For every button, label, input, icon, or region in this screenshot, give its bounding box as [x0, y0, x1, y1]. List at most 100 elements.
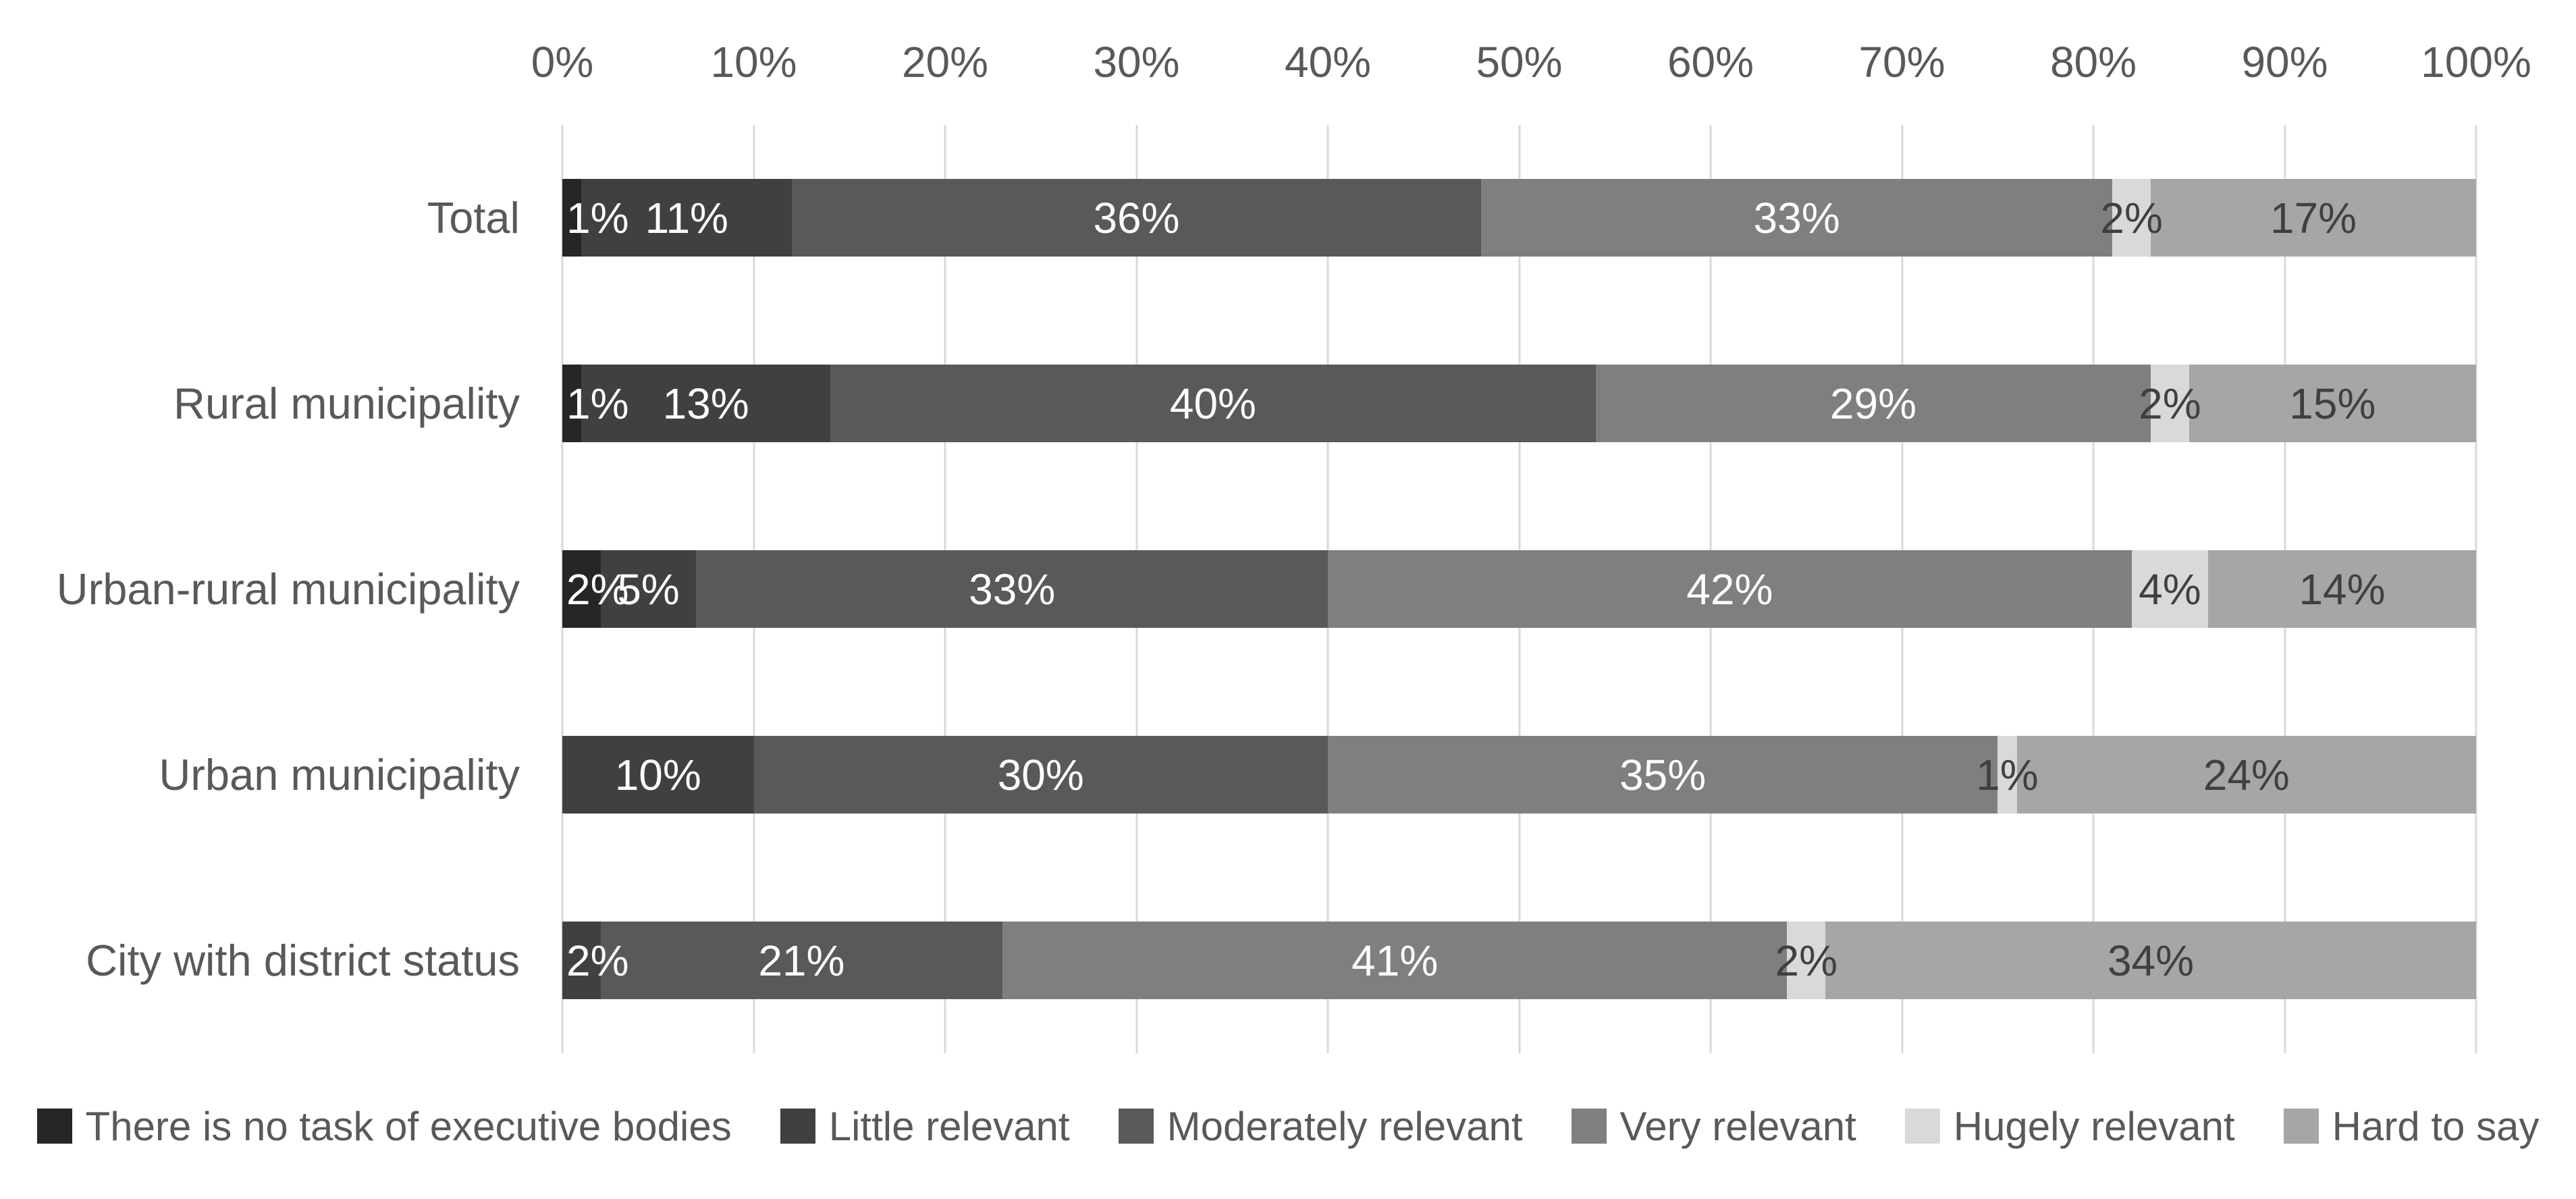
data-label: 2%: [2139, 379, 2201, 428]
x-axis-tick-label: 10%: [710, 38, 797, 86]
category-axis-labels: Total Rural municipality Urban-rural munic…: [0, 125, 520, 1053]
data-label: 15%: [2289, 379, 2376, 428]
bar-segment: 13%: [581, 365, 830, 442]
bar-segment: 2%: [2100, 179, 2163, 257]
legend: There is no task of executive bodies Litt…: [0, 1086, 2576, 1167]
legend-label: There is no task of executive bodies: [85, 1103, 732, 1149]
bar-segment: 21%: [600, 922, 1003, 999]
data-label: 2%: [566, 564, 629, 614]
legend-swatch: [2283, 1109, 2319, 1144]
plot-area: 1% 11% 36% 33% 2% 17% 1% 13% 40% 29% 2% 15% 2% 5% 33% 4…: [561, 125, 2477, 1053]
bar-segment: 30%: [753, 736, 1328, 814]
data-label: 29%: [1829, 379, 1916, 428]
data-label: 2%: [566, 936, 629, 985]
data-label: 17%: [2270, 193, 2357, 242]
bar-segment: 2%: [1775, 922, 1837, 999]
data-label: 36%: [1093, 193, 1180, 242]
data-label: 33%: [969, 564, 1056, 614]
data-label: 21%: [758, 936, 845, 985]
legend-swatch: [36, 1109, 72, 1144]
bar-segment: 41%: [1002, 922, 1788, 999]
category-label: Rural municipality: [173, 379, 520, 428]
bar-segment: 40%: [830, 365, 1596, 442]
bar-segment: 24%: [2016, 736, 2476, 814]
x-axis-tick-label: 60%: [1667, 38, 1754, 86]
legend-swatch: [780, 1109, 815, 1144]
x-axis-tick-label: 100%: [2421, 38, 2531, 86]
legend-item: Hard to say: [2283, 1103, 2540, 1150]
legend-item: Very relevant: [1571, 1103, 1856, 1150]
data-label: 35%: [1619, 750, 1707, 799]
data-label: 1%: [566, 193, 629, 242]
legend-swatch: [1904, 1109, 1940, 1144]
bar-segment: 2%: [2139, 365, 2201, 442]
category-label: Urban municipality: [159, 750, 520, 799]
bar-segment: 15%: [2189, 365, 2476, 442]
bar-segment: 35%: [1328, 736, 1998, 814]
data-label: 10%: [614, 750, 701, 799]
data-label: 11%: [645, 193, 728, 242]
data-label: 33%: [1753, 193, 1840, 242]
x-axis-tick-label: 0%: [531, 38, 594, 86]
x-axis-tick-labels: 0% 10% 20% 30% 40% 50% 60% 70% 80% 90% 100%: [531, 27, 2531, 97]
data-label: 13%: [662, 379, 749, 428]
data-label: 5%: [617, 564, 680, 614]
bar-rows: 1% 11% 36% 33% 2% 17% 1% 13% 40% 29% 2% 15% 2% 5% 33% 4…: [562, 125, 2476, 1053]
stacked-bar: 2% 5% 33% 42% 4% 14%: [562, 550, 2476, 628]
bar-segment: 14%: [2208, 550, 2476, 628]
bar-row: 1% 13% 40% 29% 2% 15%: [562, 311, 2476, 496]
legend-label: Moderately relevant: [1166, 1103, 1523, 1149]
stacked-bar: 10% 30% 35% 1% 24%: [562, 736, 2476, 814]
bar-segment: 4%: [2131, 550, 2209, 628]
data-label: 42%: [1686, 564, 1773, 614]
legend-item: Hugely relevant: [1904, 1103, 2235, 1150]
category-label: City with district status: [86, 936, 520, 985]
x-axis-tick-label: 20%: [901, 38, 989, 86]
bar-segment: 1%: [1976, 736, 2039, 814]
data-label: 1%: [1976, 750, 2039, 799]
legend-swatch: [1571, 1109, 1607, 1144]
category-label: Urban-rural municipality: [56, 564, 520, 614]
x-axis-tick-label: 50%: [1476, 38, 1563, 86]
bar-segment: 11%: [581, 179, 793, 257]
legend-swatch: [1118, 1109, 1154, 1144]
bar-segment: 1%: [562, 365, 629, 442]
legend-item: There is no task of executive bodies: [36, 1103, 732, 1150]
data-label: 14%: [2299, 564, 2386, 614]
legend-label: Little relevant: [828, 1103, 1070, 1149]
bar-row: 2% 5% 33% 42% 4% 14%: [562, 496, 2476, 682]
legend-label: Hard to say: [2332, 1103, 2540, 1149]
stacked-bar: 1% 11% 36% 33% 2% 17%: [562, 179, 2476, 257]
bar-segment: 1%: [562, 179, 629, 257]
data-label: 41%: [1351, 936, 1439, 985]
data-label: 34%: [2107, 936, 2195, 985]
bar-segment: 29%: [1595, 365, 2151, 442]
bar-segment: 33%: [1480, 179, 2113, 257]
bar-segment: 42%: [1327, 550, 2132, 628]
legend-label: Very relevant: [1619, 1103, 1856, 1149]
data-label: 4%: [2139, 564, 2201, 614]
data-label: 2%: [2100, 193, 2163, 242]
bar-row: 2% 21% 41% 2% 34%: [562, 868, 2476, 1053]
legend-label: Hugely relevant: [1953, 1103, 2235, 1149]
data-label: 1%: [566, 379, 629, 428]
category-label: Total: [427, 193, 520, 242]
bar-segment: 5%: [600, 550, 697, 628]
legend-item: Little relevant: [780, 1103, 1070, 1150]
x-axis-tick-label: 40%: [1284, 38, 1372, 86]
data-label: 24%: [2203, 750, 2290, 799]
x-axis-tick-label: 90%: [2241, 38, 2328, 86]
bar-segment: 36%: [792, 179, 1481, 257]
bar-segment: 2%: [562, 922, 629, 999]
bar-segment: 33%: [696, 550, 1328, 628]
bar-segment: 34%: [1825, 922, 2476, 999]
bar-row: 10% 30% 35% 1% 24%: [562, 682, 2476, 868]
bar-segment: 17%: [2151, 179, 2476, 257]
bar-row: 1% 11% 36% 33% 2% 17%: [562, 125, 2476, 311]
x-axis-tick-label: 80%: [2049, 38, 2137, 86]
gridline: [2475, 125, 2477, 1053]
x-axis-tick-label: 70%: [1858, 38, 1946, 86]
x-axis-tick-label: 30%: [1093, 38, 1180, 86]
bar-segment: 10%: [562, 736, 754, 814]
